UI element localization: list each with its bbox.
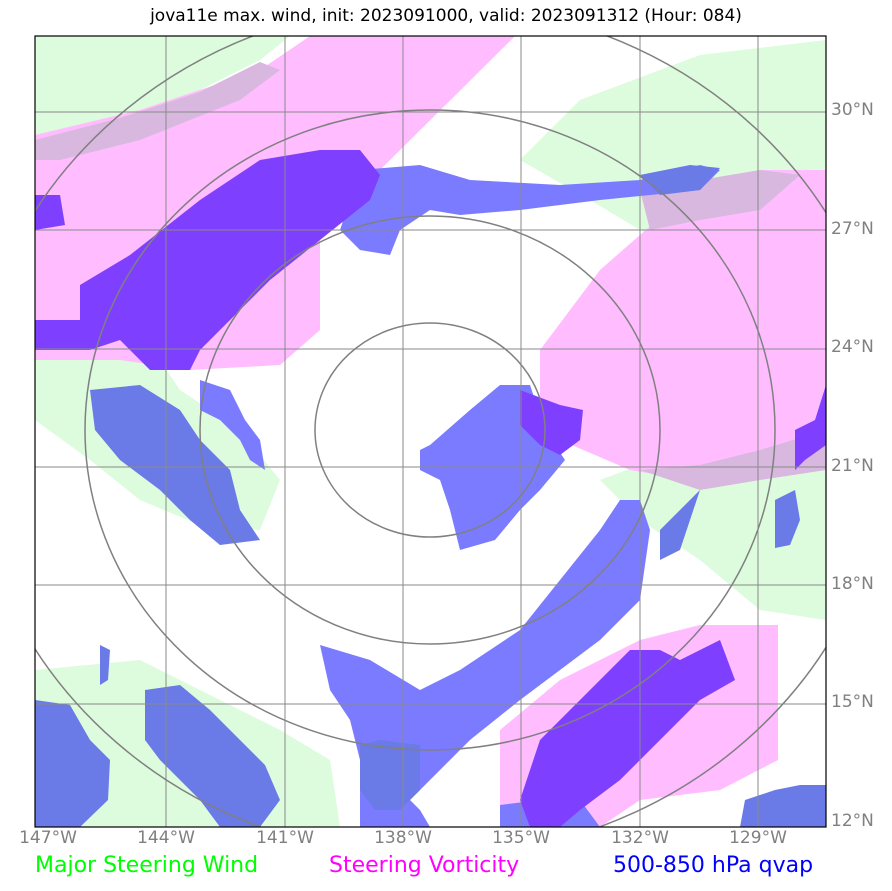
map-frame [34,35,827,828]
range-ring-3 [84,109,776,751]
lat-label-30n: 30°N [831,100,874,120]
lon-label-135w: 135°W [492,828,550,848]
range-ring-2 [199,215,661,645]
qvap-dark-layer [35,165,826,827]
legend-qvap: 500-850 hPa qvap [613,853,814,878]
legend-steering-wind: Major Steering Wind [35,853,259,878]
lon-label-129w: 129°W [729,828,787,848]
lat-label-27n: 27°N [831,219,874,239]
lon-label-147w: 147°W [19,828,77,848]
lat-label-15n: 15°N [831,692,874,712]
legend-steering-vorticity: Steering Vorticity [329,853,520,878]
map-title: jova11e max. wind, init: 2023091000, val… [150,6,742,26]
lon-label-132w: 132°W [611,828,669,848]
gridlines [35,36,826,827]
lon-label-144w: 144°W [137,828,195,848]
overlap-layer [35,150,826,827]
lon-label-141w: 141°W [256,828,314,848]
lat-label-18n: 18°N [831,574,874,594]
lon-label-138w: 138°W [374,828,432,848]
range-rings [35,36,826,827]
lat-label-12n: 12°N [831,811,874,831]
lat-label-24n: 24°N [831,337,874,357]
range-ring-1 [314,322,546,538]
lat-label-21n: 21°N [831,456,874,476]
